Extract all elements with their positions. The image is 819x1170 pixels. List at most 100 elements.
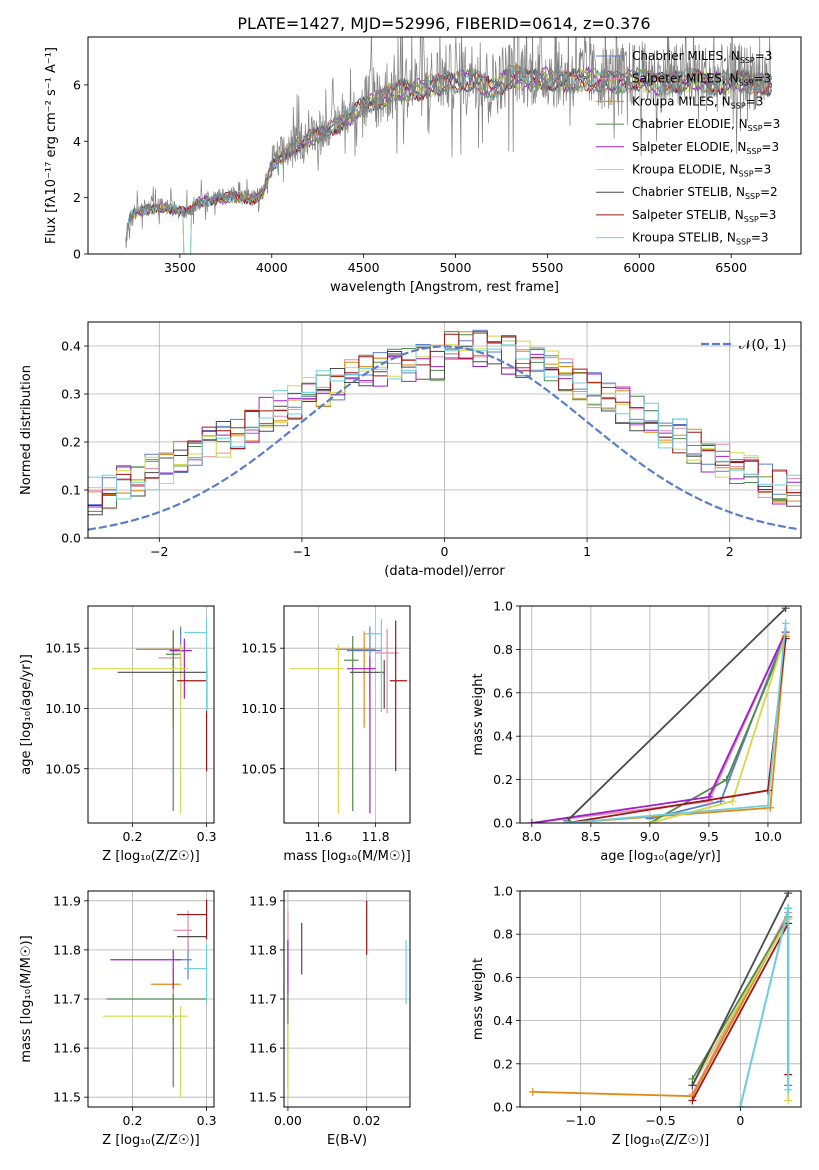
x-axis-label: Z [log₁₀(Z/Z☉)] <box>102 849 199 864</box>
grid-age-vs-mass <box>284 606 410 823</box>
x-tick-label: −1 <box>293 544 311 559</box>
y-tick-label: 0.4 <box>61 339 81 354</box>
y-tick-label: 11.9 <box>53 893 81 908</box>
y-tick-label: 10.15 <box>45 641 81 656</box>
axes-frame <box>519 890 802 1108</box>
x-tick-label: 0.2 <box>123 829 143 844</box>
y-tick-label: 11.8 <box>249 942 277 957</box>
residual-histogram <box>88 344 801 500</box>
x-tick-label: 11.6 <box>304 829 332 844</box>
axes-frame <box>87 605 215 824</box>
y-tick-label: 0.0 <box>493 816 513 831</box>
legend-label: Chabrier MILES, NSSP=3 <box>632 49 772 65</box>
y-tick-label: 0.6 <box>493 970 513 985</box>
panel-mass-vs-EBV: 0.00 0.02 11.5 11.6 11.7 11.8 11.9 E(B-V) <box>249 890 411 1148</box>
grid-mass-vs-EBV <box>284 891 410 1107</box>
axes-frame <box>283 890 411 1108</box>
x-tick-label: 3500 <box>164 260 196 275</box>
legend-label: Chabrier ELODIE, NSSP=3 <box>632 117 780 133</box>
y-axis-label: mass weight <box>471 958 486 1040</box>
y-tick-label: 0.8 <box>493 927 513 942</box>
weight-marker <box>784 1096 793 1105</box>
x-tick-label: −0.5 <box>645 1113 675 1128</box>
weight-marker <box>763 801 772 810</box>
x-tick-label: 10.0 <box>754 829 782 844</box>
legend-label: Chabrier STELIB, NSSP=2 <box>632 185 778 201</box>
y-tick-label: 0.3 <box>61 387 81 402</box>
axes-frame <box>519 605 802 824</box>
x-tick-label: 4500 <box>348 260 380 275</box>
weight-marker <box>645 819 654 823</box>
weight-marker <box>784 891 793 898</box>
y-tick-label: 10.15 <box>241 641 277 656</box>
y-tick-label: 11.9 <box>249 893 277 908</box>
weight-line <box>567 638 787 823</box>
y-tick-label: 11.5 <box>53 1090 81 1105</box>
y-axis-label: mass [log₁₀(M/M☉)] <box>19 935 34 1062</box>
weight-marker <box>728 797 737 806</box>
weight-line <box>649 633 787 823</box>
legend-label: Kroupa ELODIE, NSSP=3 <box>632 163 771 179</box>
legend-label: Salpeter STELIB, NSSP=3 <box>632 208 776 224</box>
x-tick-label: 8.5 <box>581 829 601 844</box>
y-tick-label: 11.7 <box>249 992 277 1007</box>
axes-frame <box>87 321 802 539</box>
panel-spectrum: 3500 4000 4500 5000 5500 6000 6500 0 2 4 6 waveleng… <box>44 36 802 295</box>
weight-line <box>566 607 787 822</box>
y-tick-label: 1.0 <box>493 599 513 614</box>
weight-marker <box>688 1081 697 1090</box>
y-tick-label: 0 <box>73 247 81 262</box>
x-axis-label: mass [log₁₀(M/M☉)] <box>283 849 410 864</box>
weight-marker <box>763 786 772 795</box>
y-tick-label: 11.8 <box>53 942 81 957</box>
legend-label: Salpeter MILES, NSSP=3 <box>632 72 771 88</box>
y-tick-label: 0.6 <box>493 685 513 700</box>
y-tick-label: 0.4 <box>493 729 513 744</box>
weight-marker <box>784 1085 793 1094</box>
y-tick-label: 4 <box>73 134 81 149</box>
x-tick-label: 0 <box>441 544 449 559</box>
x-tick-label: 6500 <box>715 260 747 275</box>
residual-histogram <box>88 331 801 506</box>
axes-frame <box>87 890 215 1108</box>
data-spectrum-line <box>125 37 772 249</box>
axes-frame <box>87 36 802 255</box>
x-axis-label: Z [log₁₀(Z/Z☉)] <box>102 1133 199 1148</box>
x-tick-label: 11.8 <box>362 829 390 844</box>
axes-frame <box>283 605 411 824</box>
x-tick-label: 8.0 <box>522 829 542 844</box>
weight-marker <box>722 775 731 784</box>
y-tick-label: 0.2 <box>493 772 513 787</box>
panel-age-vs-mass: 11.6 11.8 10.05 10.10 10.15 mass [log₁₀(M/M☉)… <box>241 605 411 864</box>
grid-weight-vs-Z <box>520 891 801 1107</box>
y-tick-label: 0.1 <box>61 483 81 498</box>
weight-line <box>567 636 787 823</box>
x-tick-label: 0 <box>736 1113 744 1128</box>
y-tick-label: 0.2 <box>61 435 81 450</box>
panel-mass-vs-Z: 0.2 0.3 11.5 11.6 11.7 11.8 11.9 Z [log₁₀(Z/Z☉)… <box>19 890 217 1148</box>
weight-line <box>649 638 787 823</box>
plot-area-weight-vs-age <box>520 606 801 823</box>
y-tick-label: 0.0 <box>493 1100 513 1115</box>
x-axis-label: wavelength [Angstrom, rest frame] <box>330 280 559 295</box>
panel-age-vs-Z: 0.2 0.3 10.05 10.10 10.15 Z [log₁₀(Z/Z☉)] age … <box>19 605 217 864</box>
x-axis-label: age [log₁₀(age/yr)] <box>600 849 721 864</box>
y-tick-label: 10.05 <box>241 761 277 776</box>
legend-marker <box>606 97 614 106</box>
weight-marker <box>781 619 790 628</box>
x-tick-label: 9.5 <box>699 829 719 844</box>
plot-area-age-vs-mass <box>284 606 410 823</box>
x-tick-label: −2 <box>150 544 168 559</box>
y-tick-label: 10.10 <box>241 701 277 716</box>
y-tick-label: 11.7 <box>53 992 81 1007</box>
legend-label: Kroupa MILES, NSSP=3 <box>632 94 763 110</box>
normal-curve <box>88 345 799 531</box>
legend-label: Kroupa STELIB, NSSP=3 <box>632 231 769 247</box>
x-tick-label: 4000 <box>256 260 288 275</box>
x-tick-label: 0.00 <box>274 1113 302 1128</box>
grid-weight-vs-age <box>520 606 801 823</box>
y-tick-label: 11.6 <box>53 1041 81 1056</box>
x-tick-label: 0.02 <box>353 1113 381 1128</box>
plot-area-residuals <box>88 322 801 538</box>
weight-marker <box>527 819 536 823</box>
